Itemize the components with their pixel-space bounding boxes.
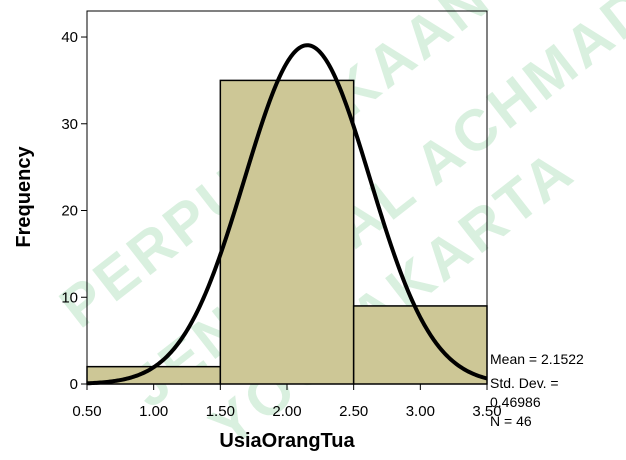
x-tick-label-6: 3.50: [472, 403, 501, 420]
y-tick-label-2: 20: [61, 203, 78, 220]
y-tick-label-0: 0: [70, 376, 78, 393]
stats-stddev-label: Std. Dev. =: [490, 375, 559, 391]
stats-stddev-value: 0.46986: [490, 394, 541, 410]
histogram-bar-2: [219, 79, 355, 385]
normal-curve: [86, 43, 488, 386]
x-tick-label-0: 0.50: [72, 403, 101, 420]
x-tick-label-1: 1.00: [139, 403, 168, 420]
y-axis: 0 10 20 30 40: [61, 29, 87, 393]
x-tick-label-3: 2.00: [272, 403, 301, 420]
y-tick-label-3: 30: [61, 116, 78, 133]
stats-box: Mean = 2.1522 Std. Dev. = 0.46986 N = 46: [490, 351, 584, 429]
x-tick-label-5: 3.00: [406, 403, 435, 420]
x-tick-label-4: 2.50: [339, 403, 368, 420]
y-tick-label-4: 40: [61, 29, 78, 46]
x-axis: 0.50 1.00 1.50 2.00 2.50 3.00 3.50: [72, 384, 502, 420]
y-tick-label-1: 10: [61, 289, 78, 306]
stats-mean: Mean = 2.1522: [490, 351, 584, 367]
x-tick-label-2: 1.50: [206, 403, 235, 420]
stats-n: N = 46: [490, 413, 532, 429]
y-axis-title: Frequency: [13, 146, 35, 248]
x-axis-title: UsiaOrangTua: [219, 430, 355, 452]
bars-group: [86, 79, 488, 385]
